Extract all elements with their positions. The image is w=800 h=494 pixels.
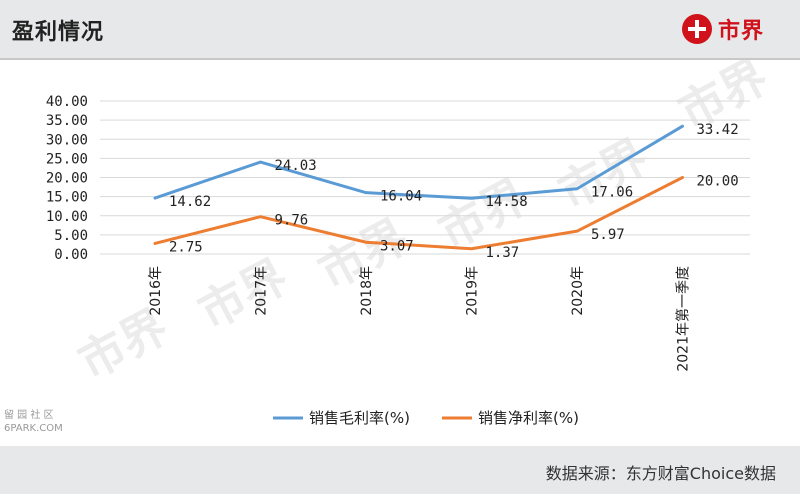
legend-label-0: 销售毛利率(%) [309,409,410,427]
data-label-s1-0: 2.75 [169,239,203,255]
data-label-s0-2: 16.04 [380,189,422,205]
data-label-s1-5: 20.00 [697,174,739,190]
data-source: 数据来源：东方财富Choice数据 [545,464,776,483]
y-tick-label-1: 5.00 [54,228,88,244]
x-category-label-5: 2021年第一季度 [675,266,692,372]
corner-watermark-line1: 留 园 社 区 [4,410,54,421]
y-tick-label-6: 30.00 [46,132,88,148]
data-label-s0-1: 24.03 [275,158,317,174]
x-category-label-3: 2019年 [465,266,481,316]
data-label-s1-3: 1.37 [486,245,520,261]
y-tick-label-7: 35.00 [46,113,88,129]
series-line-1 [153,176,684,251]
y-tick-label-4: 20.00 [46,171,88,187]
x-category-label-2: 2018年 [359,266,375,316]
legend: 销售毛利率(%) 销售净利率(%) [273,409,579,427]
brand-name: 市界 [718,19,765,44]
y-tick-label-3: 15.00 [46,190,88,206]
header-divider [0,58,800,60]
header-bar: 盈利情况 市界 [0,0,800,58]
corner-watermark: 留 园 社 区 6PARK.COM [4,409,84,435]
data-label-s1-2: 3.07 [380,238,414,254]
legend-label-1: 销售净利率(%) [478,409,579,427]
y-tick-label-8: 40.00 [46,94,88,110]
x-category-label-1: 2017年 [254,266,270,316]
data-labels: 14.62 24.03 16.04 14.58 17.06 33.42 2.75 9.76 3.… [169,122,739,261]
data-label-s0-0: 14.62 [169,194,211,210]
y-axis-ticks: 0.00 5.00 10.00 15.00 20.00 25.00 30.00 35.00 40… [46,94,88,263]
series-line-0 [153,124,684,200]
data-label-s1-4: 5.97 [591,227,625,243]
corner-watermark-line2: 6PARK.COM [4,423,63,434]
page-title: 盈利情况 [12,20,105,45]
data-label-s0-3: 14.58 [486,194,528,210]
brand-logo: 市界 [682,10,764,48]
data-label-s0-5: 33.42 [697,122,739,138]
y-tick-label-0: 0.00 [54,247,88,263]
brand-icon [682,14,712,44]
data-label-s0-4: 17.06 [591,185,633,201]
x-category-label-0: 2016年 [148,266,164,316]
x-axis-categories: 2016年 2017年 2018年 2019年 2020年 2021年第一季度 [148,266,692,372]
x-category-label-4: 2020年 [570,266,586,316]
y-tick-label-5: 25.00 [46,151,88,167]
series-lines [153,124,684,251]
grid-lines [100,100,750,255]
y-tick-label-2: 10.00 [46,209,88,225]
source-bar: 数据来源：东方财富Choice数据 [0,446,800,494]
watermark-brand-1: 市界 [190,249,297,340]
data-label-s1-1: 9.76 [275,213,309,229]
